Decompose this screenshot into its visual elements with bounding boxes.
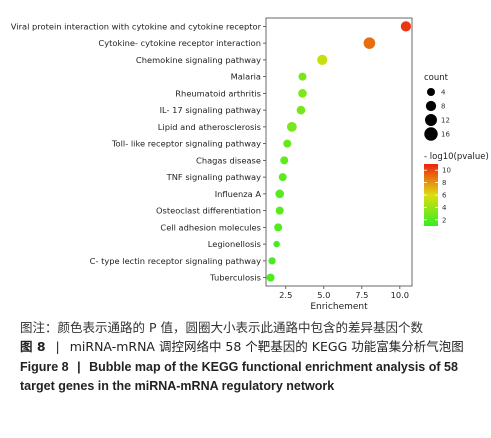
size-legend-dot [425, 114, 437, 126]
data-point [275, 189, 285, 199]
x-axis: 2.5 5.0 7.5 10.0 [279, 286, 409, 300]
size-legend-dot [425, 100, 437, 112]
x-tick-label: 5.0 [317, 290, 330, 300]
y-tick-label: IL- 17 signaling pathway [160, 105, 261, 115]
data-point [317, 54, 328, 65]
data-point [280, 156, 289, 165]
kegg-bubble-chart: Viral protein interaction with cytokine … [11, 17, 489, 312]
color-legend: - log10(pvalue) 10 8 6 4 2 [424, 152, 489, 226]
x-axis-title: Enrichement [310, 302, 368, 312]
data-point [298, 72, 307, 81]
color-legend-label: 4 [442, 204, 447, 212]
caption-note-cn: 图注：颜色表示通路的 P 值，圆圈大小表示此通路中包含的差异基因个数 [20, 320, 423, 335]
data-point [266, 273, 275, 282]
figure-panel: Viral protein interaction with cytokine … [10, 17, 489, 312]
y-tick-label: Malaria [231, 72, 261, 82]
y-tick-label: Chagas disease [196, 155, 261, 165]
figure-number-cn: 图 8 [20, 339, 46, 354]
y-tick-label: Lipid and atherosclerosis [158, 122, 261, 132]
x-tick-label: 10.0 [391, 290, 409, 300]
size-legend-dot [424, 127, 438, 141]
figure-number-en: Figure 8 [20, 360, 69, 374]
plot-border [265, 17, 413, 287]
y-tick-label: Cell adhesion molecules [160, 222, 261, 232]
color-legend-title: - log10(pvalue) [424, 152, 489, 162]
color-legend-label: 10 [442, 167, 451, 175]
data-point [275, 206, 284, 215]
caption-separator-en: | [77, 360, 81, 374]
x-tick-label: 7.5 [355, 290, 368, 300]
caption-title-cn: 图 8 | miRNA-mRNA 调控网络中 58 个靶基因的 KEGG 功能富… [20, 337, 482, 356]
color-bar [424, 164, 438, 226]
data-point [278, 173, 287, 182]
data-point [274, 223, 283, 232]
size-legend-dot [427, 88, 435, 96]
plot-area [265, 17, 413, 287]
y-tick-label: Tuberculosis [209, 273, 261, 283]
size-legend-label: 16 [441, 131, 450, 139]
color-legend-label: 6 [442, 192, 447, 200]
data-point [298, 89, 307, 98]
data-point [363, 37, 376, 49]
y-tick-label: C- type lectin receptor signaling pathwa… [90, 256, 261, 266]
caption-title-en: Figure 8 | Bubble map of the KEGG functi… [20, 358, 482, 396]
caption-separator-cn: | [55, 339, 60, 354]
y-tick-label: Osteoclast differentiation [156, 206, 261, 216]
size-legend: count 4 8 12 16 [424, 73, 450, 141]
color-legend-label: 2 [442, 216, 446, 224]
data-point [296, 105, 306, 115]
data-point [400, 21, 412, 32]
y-tick-label: Viral protein interaction with cytokine … [11, 21, 262, 31]
caption-text-en: Bubble map of the KEGG functional enrich… [20, 360, 458, 393]
y-tick-label: Chemokine signaling pathway [136, 55, 261, 65]
y-tick-label: Toll- like receptor signaling pathway [111, 139, 261, 149]
size-legend-label: 4 [441, 89, 446, 97]
color-legend-label: 8 [442, 179, 446, 187]
y-tick-label: Rheumatoid arthritis [175, 88, 261, 98]
y-axis-labels: Viral protein interaction with cytokine … [11, 21, 266, 283]
x-tick-label: 2.5 [279, 290, 292, 300]
figure-caption: 图注：颜色表示通路的 P 值，圆圈大小表示此通路中包含的差异基因个数 图 8 |… [20, 318, 482, 396]
y-tick-label: Legionellosis [208, 239, 261, 249]
y-tick-label: TNF signaling pathway [166, 172, 261, 182]
size-legend-label: 8 [441, 103, 445, 111]
size-legend-title: count [424, 73, 449, 83]
data-point [268, 257, 276, 265]
caption-text-cn: miRNA-mRNA 调控网络中 58 个靶基因的 KEGG 功能富集分析气泡图 [69, 339, 464, 354]
y-tick-label: Cytokine- cytokine receptor interaction [98, 38, 261, 48]
size-legend-label: 12 [441, 117, 450, 125]
data-point [286, 122, 297, 132]
data-point [273, 240, 280, 248]
data-point [283, 139, 292, 148]
y-tick-label: Influenza A [215, 189, 262, 199]
